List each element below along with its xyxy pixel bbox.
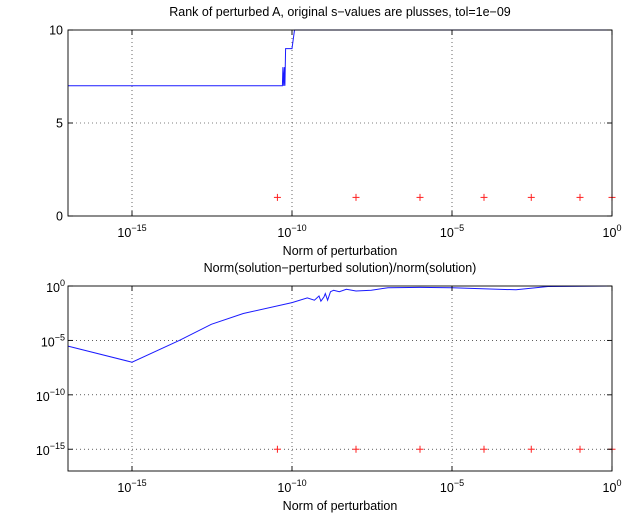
x-tick-label: 10−10 [277, 223, 306, 240]
y-tick-labels: 0 5 10 [49, 24, 63, 224]
plus-marker [480, 445, 488, 453]
y-tick-label: 0 [56, 210, 63, 224]
plus-marker [352, 193, 360, 201]
y-tick-label: 10 [49, 24, 63, 38]
panel-rank: Rank of perturbed A, original s−values a… [49, 5, 621, 258]
x-tick-labels: 10−15 10−10 10−5 100 [117, 223, 621, 240]
plus-marker [527, 193, 535, 201]
plus-marker [416, 445, 424, 453]
x-tick-label-base: 10 [440, 481, 454, 495]
plus-marker [416, 193, 424, 201]
x-tick-label: 10−5 [440, 478, 464, 495]
plus-marker [480, 193, 488, 201]
x-tick-label-exponent: −10 [291, 223, 306, 233]
x-tick-label: 10−15 [117, 478, 146, 495]
x-axis-label: Norm of perturbation [283, 244, 398, 258]
plus-marker [273, 445, 281, 453]
x-tick-label-exponent: 0 [616, 478, 621, 488]
x-tick-label-base: 10 [440, 226, 454, 240]
y-tick-label-base: 10 [36, 444, 50, 458]
x-tick-label: 10−10 [277, 478, 306, 495]
plus-marker [576, 445, 584, 453]
x-tick-label-exponent: −5 [454, 223, 464, 233]
x-tick-label-exponent: −15 [131, 478, 146, 488]
x-tick-label: 10−5 [440, 223, 464, 240]
x-tick-label-base: 10 [277, 481, 291, 495]
panel-error: Norm(solution−perturbed solution)/norm(s… [36, 261, 622, 513]
plus-marker [352, 445, 360, 453]
y-tick-label: 100 [46, 278, 65, 295]
y-tick-label: 10−15 [36, 441, 65, 458]
x-tick-label-base: 10 [603, 226, 617, 240]
y-tick-label: 5 [56, 117, 63, 131]
x-tick-labels: 10−15 10−10 10−5 100 [117, 478, 621, 495]
x-tick-label-base: 10 [117, 481, 131, 495]
series-line [68, 29, 612, 87]
grid-lines [68, 30, 612, 216]
chart-title: Rank of perturbed A, original s−values a… [169, 5, 511, 19]
grid-lines [68, 286, 612, 471]
series-line [67, 285, 613, 363]
tick-marks [68, 285, 613, 471]
chart-title: Norm(solution−perturbed solution)/norm(s… [204, 261, 477, 275]
x-tick-label: 100 [603, 223, 622, 240]
y-tick-label-exponent: 0 [60, 278, 65, 288]
x-tick-label-exponent: −10 [291, 478, 306, 488]
series-group [68, 29, 616, 201]
plus-marker [273, 193, 281, 201]
y-tick-label-base: 10 [41, 335, 55, 349]
y-tick-label-exponent: −5 [55, 332, 65, 342]
x-tick-label-exponent: 0 [616, 223, 621, 233]
plot-area [67, 285, 613, 472]
y-tick-label-exponent: −10 [50, 387, 65, 397]
x-tick-label-exponent: −5 [454, 478, 464, 488]
y-tick-label-exponent: −15 [50, 441, 65, 451]
x-axis-label: Norm of perturbation [283, 499, 398, 513]
y-tick-label-base: 10 [46, 281, 60, 295]
x-tick-label-exponent: −15 [131, 223, 146, 233]
y-tick-label-base: 10 [36, 390, 50, 404]
y-tick-label: 10−10 [36, 387, 65, 404]
x-tick-label-base: 10 [117, 226, 131, 240]
y-tick-label: 10−5 [41, 332, 65, 349]
marker-series [273, 193, 616, 201]
x-tick-label: 10−15 [117, 223, 146, 240]
tick-marks [68, 29, 613, 217]
x-tick-label-base: 10 [603, 481, 617, 495]
series-group [67, 285, 616, 453]
x-tick-label-base: 10 [277, 226, 291, 240]
plus-marker [527, 445, 535, 453]
plus-marker [576, 193, 584, 201]
x-tick-label: 100 [603, 478, 622, 495]
